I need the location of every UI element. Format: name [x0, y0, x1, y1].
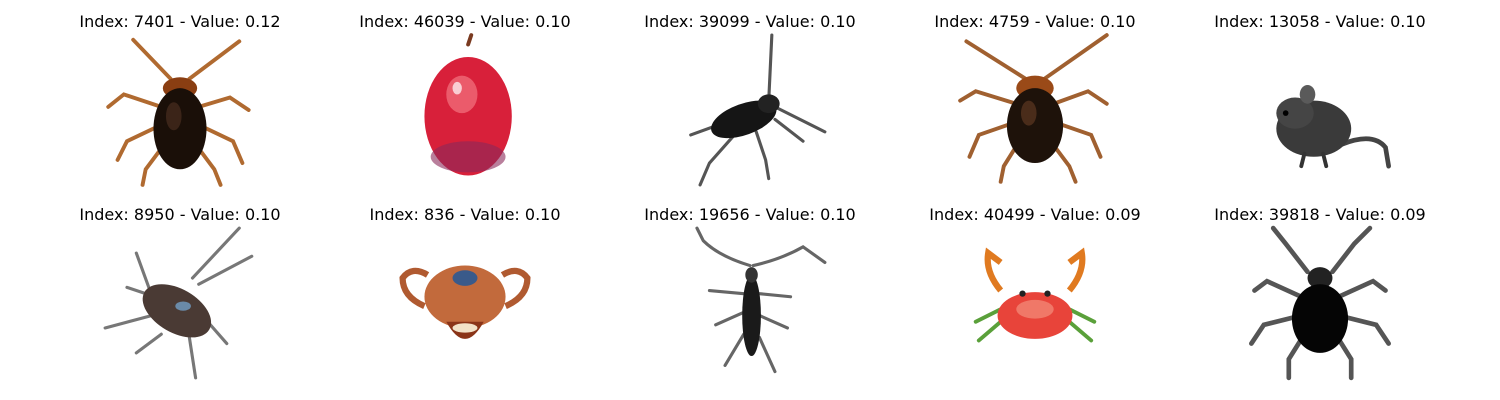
- panel-title: Index: 13058 - Value: 0.10: [1214, 12, 1426, 31]
- panel-10: Index: 39818 - Value: 0.09: [1185, 205, 1455, 385]
- panel-title: Index: 8950 - Value: 0.10: [79, 205, 281, 224]
- panel-3: Index: 39099 - Value: 0.10: [615, 12, 885, 192]
- cockroach-icon: [957, 32, 1113, 188]
- panel-title: Index: 39818 - Value: 0.09: [1214, 205, 1426, 224]
- rat-icon: [1242, 32, 1398, 188]
- panel-4: Index: 4759 - Value: 0.10: [900, 12, 1170, 192]
- panel-5: Index: 13058 - Value: 0.10: [1185, 12, 1455, 192]
- panel-8: Index: 19656 - Value: 0.10: [615, 205, 885, 385]
- panel-title: Index: 4759 - Value: 0.10: [934, 12, 1136, 31]
- cockroach-icon: [102, 225, 258, 381]
- apple-icon: [387, 32, 543, 188]
- beetle-icon: [672, 225, 828, 381]
- panel-title: Index: 39099 - Value: 0.10: [644, 12, 856, 31]
- panel-title: Index: 7401 - Value: 0.12: [79, 12, 281, 31]
- panel-1: Index: 7401 - Value: 0.12: [45, 12, 315, 192]
- insect-icon: [672, 32, 828, 188]
- panel-title: Index: 40499 - Value: 0.09: [929, 205, 1141, 224]
- panel-title: Index: 46039 - Value: 0.10: [359, 12, 571, 31]
- spider-icon: [1242, 225, 1398, 381]
- panel-6: Index: 8950 - Value: 0.10: [45, 205, 315, 385]
- panel-title: Index: 836 - Value: 0.10: [369, 205, 561, 224]
- crab-icon: [387, 225, 543, 381]
- panel-9: Index: 40499 - Value: 0.09: [900, 205, 1170, 385]
- crab-icon: [957, 225, 1113, 381]
- panel-7: Index: 836 - Value: 0.10: [330, 205, 600, 385]
- cockroach-icon: [102, 32, 258, 188]
- panel-2: Index: 46039 - Value: 0.10: [330, 12, 600, 192]
- panel-title: Index: 19656 - Value: 0.10: [644, 205, 856, 224]
